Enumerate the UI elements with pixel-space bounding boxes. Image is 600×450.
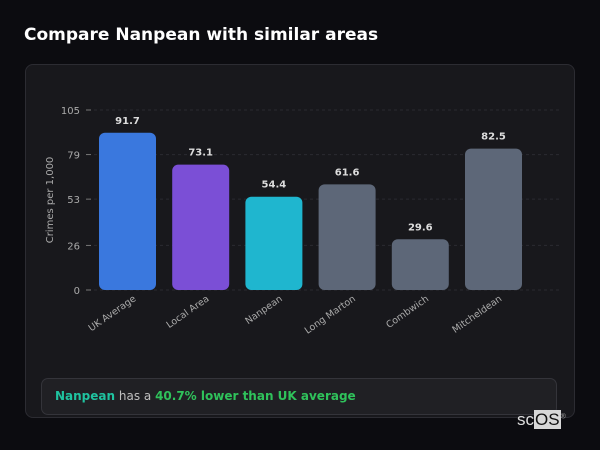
data-label: 54.4	[262, 180, 287, 191]
bar	[465, 148, 522, 290]
y-tick-label: 0	[74, 286, 80, 297]
data-label: 91.7	[115, 116, 140, 127]
summary-box: Nanpean has a 40.7% lower than UK averag…	[41, 378, 557, 415]
y-tick-label: 79	[67, 151, 80, 162]
bar	[391, 239, 449, 290]
bar	[172, 164, 230, 290]
data-label: 29.6	[408, 222, 433, 233]
data-label: 61.6	[335, 167, 360, 178]
summary-comparison: 40.7% lower than UK average	[155, 389, 356, 403]
x-tick-label: Nanpean	[243, 293, 284, 326]
x-tick-label: Local Area	[165, 293, 212, 330]
bar	[318, 184, 376, 290]
page-title: Compare Nanpean with similar areas	[24, 25, 379, 45]
x-tick-label: Mitcheldean	[450, 293, 504, 335]
summary-text: has a	[115, 389, 156, 403]
bar	[245, 196, 303, 290]
y-tick-label: 53	[67, 195, 80, 206]
x-tick-label: Long Marton	[303, 293, 358, 336]
y-tick-label: 105	[61, 106, 80, 117]
x-tick-label: Combwich	[384, 293, 431, 330]
data-label: 73.1	[188, 148, 213, 159]
x-tick-label: UK Average	[87, 293, 139, 334]
summary-area: Nanpean	[55, 389, 116, 403]
scos-logo: scOS®	[517, 410, 566, 429]
bar	[99, 132, 156, 290]
y-axis-label: Crimes per 1,000	[45, 157, 56, 244]
y-tick-label: 26	[67, 241, 80, 252]
data-label: 82.5	[481, 132, 506, 143]
